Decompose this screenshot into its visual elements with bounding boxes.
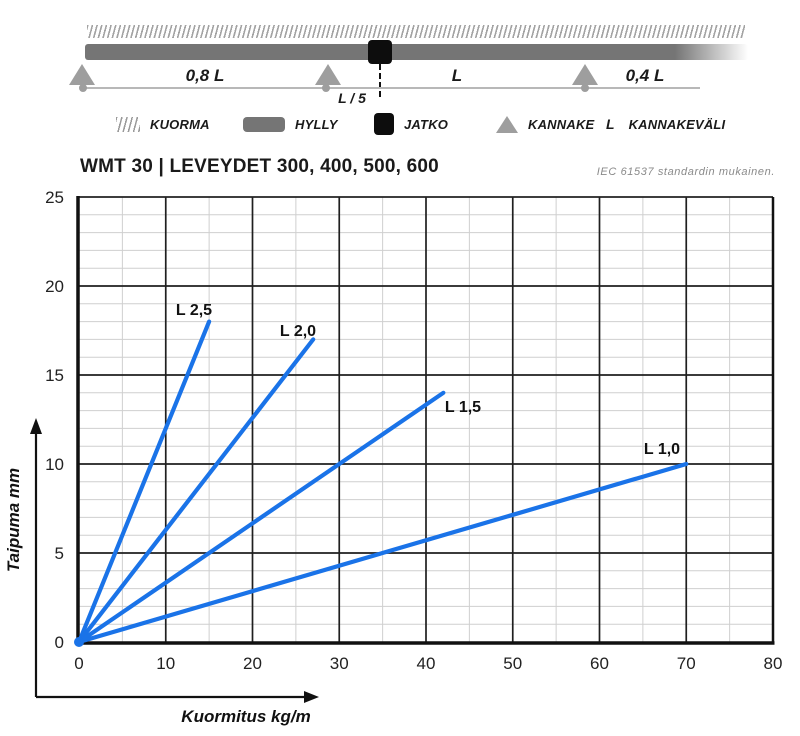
deflection-chart: L 2,5 L 2,0 L 1,5 L 1,0 0 10 20 30 40 50 60 70 80 0 5 1… bbox=[4, 188, 783, 726]
y-tick-label: 5 bbox=[55, 544, 64, 563]
legend-item-jatko: JATKO bbox=[374, 112, 448, 136]
hatch-swatch-icon bbox=[116, 116, 140, 132]
legend-item-hylly: HYLLY bbox=[243, 112, 338, 136]
series-label: L 2,0 bbox=[280, 323, 316, 340]
y-tick-label: 15 bbox=[45, 366, 64, 385]
legend-label: KANNAKEVÄLI bbox=[628, 116, 726, 132]
x-tick-label: 0 bbox=[74, 654, 83, 673]
standard-note: IEC 61537 standardin mukainen. bbox=[596, 166, 775, 178]
span-label-3: 0,4 L bbox=[625, 66, 665, 85]
origin-dot bbox=[74, 637, 84, 647]
span-label-2: L bbox=[451, 66, 463, 85]
letter-symbol: L bbox=[606, 116, 615, 132]
series-line-L-1-0 bbox=[76, 461, 689, 645]
y-tick-label: 25 bbox=[45, 188, 64, 207]
x-axis-arrowhead bbox=[304, 691, 319, 703]
series-label: L 2,5 bbox=[176, 302, 212, 319]
support-baseline bbox=[83, 87, 700, 89]
joint-offset-label: L / 5 bbox=[338, 90, 366, 106]
legend-item-kuorma: KUORMA bbox=[116, 112, 210, 136]
support-triangle-middle bbox=[315, 64, 341, 85]
joint-dashed-line bbox=[379, 64, 381, 97]
span-label-1: 0,8 L bbox=[185, 66, 225, 85]
load-hatch-strip bbox=[87, 25, 745, 38]
series-line-L-2-0 bbox=[76, 337, 316, 645]
support-point-dot bbox=[322, 84, 330, 92]
y-axis-title: Taipuma mm bbox=[4, 468, 23, 572]
joint-marker bbox=[368, 40, 392, 64]
legend-label: KUORMA bbox=[150, 116, 210, 132]
series-label: L 1,5 bbox=[445, 399, 481, 416]
support-point-dot bbox=[581, 84, 589, 92]
x-tick-label: 30 bbox=[330, 654, 349, 673]
joint-swatch-icon bbox=[374, 113, 394, 135]
y-tick-label: 0 bbox=[55, 633, 64, 652]
support-triangle-left bbox=[69, 64, 95, 85]
support-triangle-right bbox=[572, 64, 598, 85]
shelf-bar bbox=[85, 44, 748, 60]
legend-label: KANNAKE bbox=[528, 116, 595, 132]
legend-label: JATKO bbox=[404, 116, 449, 132]
x-axis-title: Kuormitus kg/m bbox=[181, 707, 310, 726]
support-swatch-icon bbox=[496, 115, 518, 133]
x-tick-label: 60 bbox=[590, 654, 609, 673]
support-point-dot bbox=[79, 84, 87, 92]
x-tick-label: 70 bbox=[677, 654, 696, 673]
x-tick-label: 20 bbox=[243, 654, 262, 673]
page-title: WMT 30 | LEVEYDET 300, 400, 500, 600 bbox=[80, 156, 439, 177]
series-label: L 1,0 bbox=[644, 441, 680, 458]
y-tick-label: 20 bbox=[45, 277, 64, 296]
schematic-legend: KUORMA HYLLY JATKO KANNAKE L KANNAKEVÄLI bbox=[0, 112, 800, 140]
y-axis-arrowhead bbox=[30, 418, 42, 434]
legend-item-kannakevali: L KANNAKEVÄLI bbox=[606, 112, 725, 136]
x-tick-label: 80 bbox=[764, 654, 783, 673]
shelf-swatch-icon bbox=[243, 116, 285, 132]
y-tick-label: 10 bbox=[45, 455, 64, 474]
legend-label: HYLLY bbox=[295, 116, 338, 132]
x-tick-label: 40 bbox=[417, 654, 436, 673]
legend-item-kannake: KANNAKE bbox=[496, 112, 594, 136]
beam-schematic: 0,8 L L 0,4 L L / 5 bbox=[0, 0, 800, 108]
x-tick-label: 10 bbox=[156, 654, 175, 673]
series-line-L-1-5 bbox=[76, 390, 446, 645]
x-tick-label: 50 bbox=[503, 654, 522, 673]
series-line-L-2-5 bbox=[76, 319, 212, 645]
